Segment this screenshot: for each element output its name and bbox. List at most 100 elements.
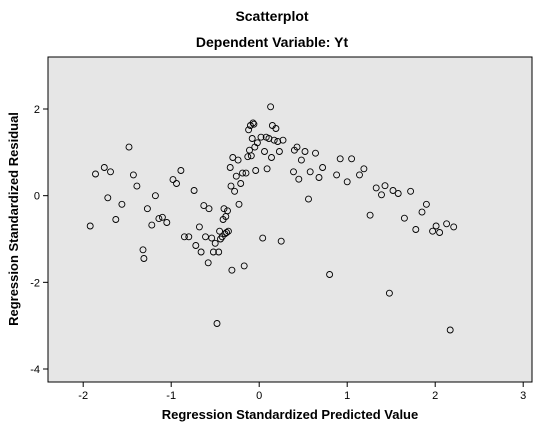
x-tick-label: 0 (256, 390, 262, 402)
data-point (360, 165, 368, 173)
x-tick-label: -2 (78, 390, 88, 402)
data-point (297, 156, 305, 164)
data-point (217, 235, 224, 243)
x-tick-label: -1 (166, 390, 176, 402)
data-point (432, 222, 440, 230)
y-tick-label: 2 (34, 104, 40, 116)
data-point (250, 120, 258, 128)
data-point (139, 246, 147, 254)
data-point (226, 164, 234, 171)
data-point (333, 171, 341, 179)
data-point (173, 180, 180, 187)
data-point (270, 136, 278, 144)
data-point (290, 168, 297, 176)
data-point (315, 174, 323, 181)
data-point (229, 154, 237, 161)
data-point (148, 221, 156, 229)
plot-area (47, 56, 533, 383)
data-point (240, 262, 248, 270)
data-point (394, 190, 402, 197)
data-point (200, 202, 208, 210)
data-point (249, 119, 257, 127)
data-point (244, 153, 252, 161)
data-point (129, 171, 137, 179)
data-point (86, 222, 94, 230)
data-point (215, 248, 223, 256)
data-point (163, 219, 171, 226)
data-point (257, 133, 265, 141)
data-point (242, 169, 250, 177)
data-point (235, 200, 243, 208)
data-point (155, 215, 163, 223)
data-point (267, 103, 275, 111)
data-point (378, 191, 385, 199)
data-point (112, 216, 120, 223)
data-point (248, 135, 256, 142)
data-point (389, 187, 397, 194)
data-point (158, 213, 166, 221)
data-point (253, 139, 261, 147)
data-point (190, 187, 198, 194)
data-point (418, 208, 426, 216)
data-point (356, 171, 363, 179)
data-point (177, 167, 185, 174)
data-point (208, 234, 216, 242)
data-point (372, 184, 380, 192)
data-point (185, 233, 193, 241)
y-axis-label: Regression Standardized Residual (6, 112, 21, 326)
data-point (412, 226, 420, 233)
data-point (446, 326, 454, 334)
data-point (228, 266, 236, 274)
data-point (263, 165, 271, 173)
data-point (180, 233, 188, 241)
y-axis-ticks: -4 -2 0 2 (30, 104, 48, 376)
data-point (125, 143, 133, 151)
data-point (312, 149, 319, 157)
data-point (140, 255, 148, 262)
data-point (118, 200, 126, 208)
data-point (319, 164, 327, 171)
data-point (216, 227, 224, 235)
data-point (234, 156, 242, 164)
data-point (366, 211, 374, 219)
data-point (202, 233, 209, 241)
data-point (245, 126, 253, 134)
data-point (336, 155, 344, 163)
y-tick-label: -4 (30, 364, 40, 376)
data-point (213, 320, 221, 327)
data-point (223, 229, 231, 236)
data-point (224, 227, 232, 235)
data-point (204, 259, 212, 267)
data-point (195, 223, 203, 231)
data-point (143, 205, 151, 213)
x-tick-label: 3 (520, 390, 526, 402)
y-tick-label: 0 (34, 191, 40, 203)
data-point (107, 168, 114, 176)
data-point (268, 154, 275, 161)
data-point (275, 148, 283, 155)
x-tick-label: 2 (432, 390, 438, 402)
data-point (252, 167, 260, 174)
data-point (274, 138, 282, 145)
data-point (305, 195, 312, 203)
data-point (407, 187, 415, 195)
data-point (443, 220, 451, 228)
x-tick-label: 1 (344, 390, 350, 402)
data-point (450, 223, 458, 231)
data-point (422, 200, 430, 208)
data-point (231, 187, 239, 195)
data-point (237, 180, 245, 187)
data-point (429, 227, 437, 235)
data-point (133, 182, 141, 190)
data-point (192, 242, 200, 249)
x-axis-label: Regression Standardized Predicted Value (162, 407, 418, 422)
data-point (348, 155, 356, 163)
data-point (232, 172, 240, 180)
data-point (279, 136, 287, 144)
data-point (227, 182, 235, 190)
data-point (295, 175, 303, 183)
data-point (197, 248, 205, 256)
data-point (169, 176, 177, 184)
data-point (151, 192, 159, 200)
data-point (259, 234, 267, 242)
